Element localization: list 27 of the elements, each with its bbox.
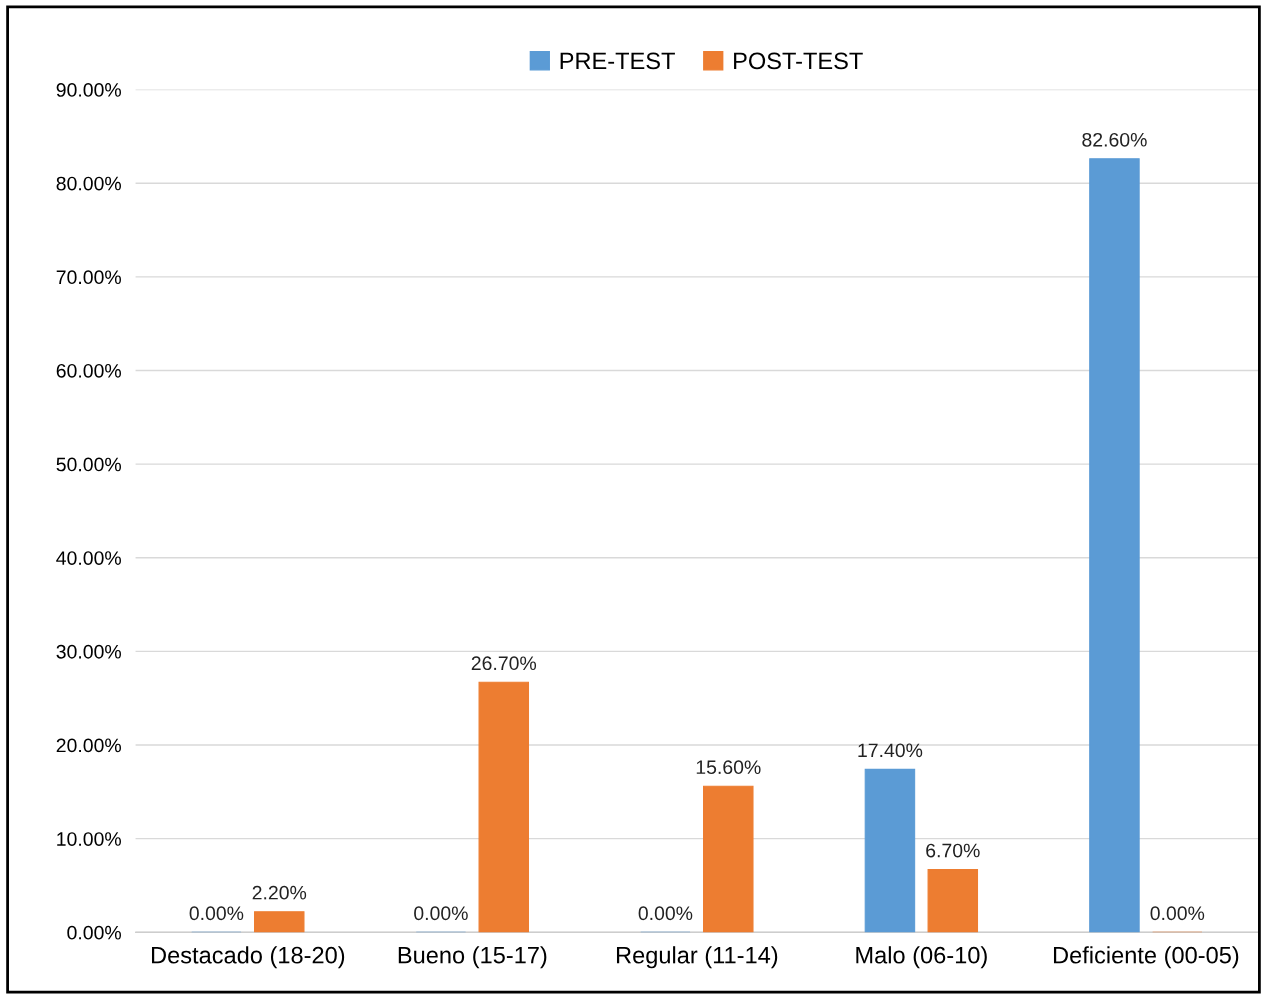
x-tick-label: Deficiente (00-05) [1053,946,1239,969]
data-label: 6.70% [926,843,980,858]
data-label: 15.60% [696,760,761,775]
y-tick-label: 70.00% [56,270,121,285]
y-tick-label: 60.00% [56,363,121,378]
data-label: 2.20% [252,885,307,900]
data-label: 0.00% [638,906,693,921]
data-label: 82.60% [1082,132,1147,147]
y-tick-label: 40.00% [56,551,121,565]
legend-label: POST-TEST [734,52,863,70]
data-label: 0.00% [189,906,244,921]
y-tick-label: 0.00% [67,925,121,940]
y-tick-label: 10.00% [57,832,121,846]
y-tick-label: 50.00% [56,457,121,472]
y-tick-label: 90.00% [56,83,121,97]
x-tick-label: Regular (11-14) [616,946,778,969]
data-label: 0.00% [414,906,468,921]
x-tick-label: Destacado (18-20) [151,946,345,969]
data-label: 0.00% [1150,906,1205,921]
legend-label: PRE-TEST [560,52,675,70]
data-label: 26.70% [471,656,537,671]
x-tick-label: Malo (06-10) [856,946,987,969]
y-tick-label: 80.00% [56,176,121,191]
y-tick-label: 30.00% [56,644,121,659]
x-tick-label: Bueno (15-17) [398,946,547,969]
y-tick-label: 20.00% [56,738,121,753]
data-label: 17.40% [858,743,923,758]
